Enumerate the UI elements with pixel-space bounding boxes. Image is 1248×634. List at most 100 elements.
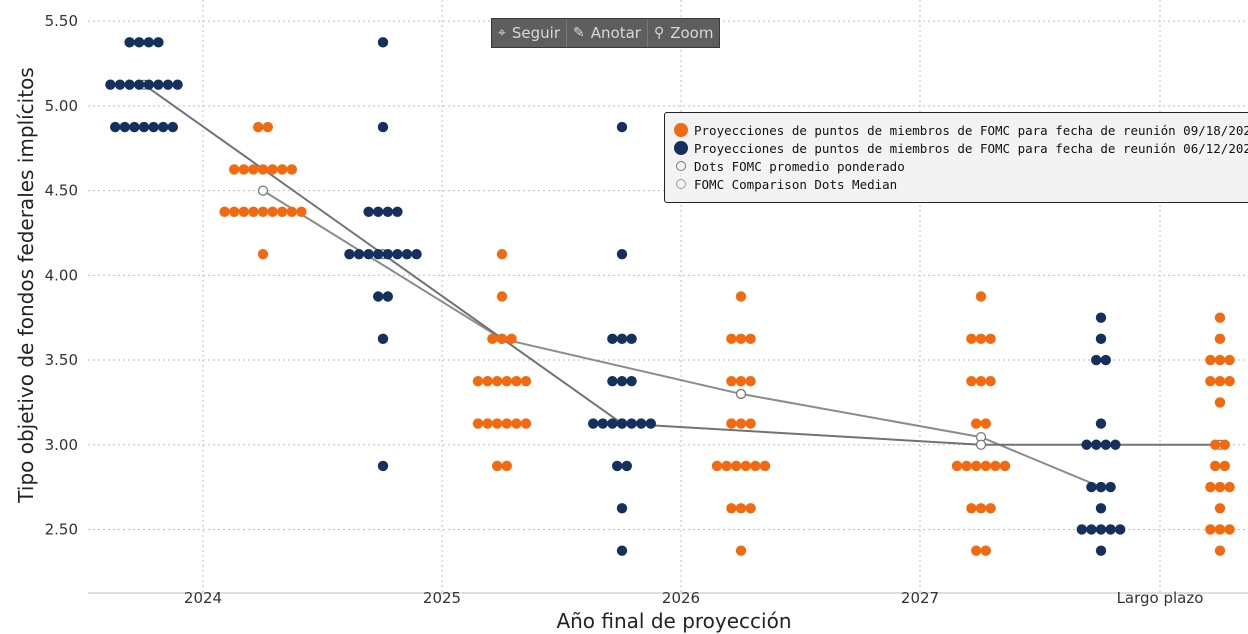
follow-label: Seguir xyxy=(511,24,561,42)
sep-dot xyxy=(1214,376,1226,387)
sep-dot xyxy=(745,503,756,514)
sep-dot xyxy=(472,418,484,429)
sep-dot xyxy=(975,376,987,387)
annotate-label: Anotar xyxy=(590,24,641,42)
jun-dot xyxy=(373,206,384,217)
sep-dot xyxy=(985,333,996,345)
sep-dot xyxy=(971,418,982,429)
jun-dot xyxy=(636,418,647,429)
sep-dot xyxy=(277,164,288,175)
sep-dot xyxy=(745,376,756,387)
zoom-button[interactable]: ⚲ Zoom xyxy=(648,19,720,47)
sep-dot xyxy=(1214,397,1226,408)
sep-dot xyxy=(482,376,493,387)
jun-dot xyxy=(612,460,623,472)
orange-dot-icon xyxy=(674,123,688,137)
follow-button[interactable]: ⌖ Seguir xyxy=(492,19,568,47)
sep-dot xyxy=(496,248,508,260)
sep-dot xyxy=(735,291,747,302)
sep-dot xyxy=(257,206,269,217)
sep-dot xyxy=(1205,376,1216,387)
sep-dot xyxy=(726,503,737,514)
sep-dot xyxy=(971,545,982,556)
jun-dot xyxy=(143,79,154,90)
jun-dot xyxy=(607,376,618,387)
sep-dot xyxy=(990,460,1001,472)
jun-dot xyxy=(616,376,628,387)
y-tick-label: 4.00 xyxy=(45,266,78,284)
y-tick-label: 4.50 xyxy=(45,182,78,200)
sep-dot xyxy=(985,376,996,387)
jun-dot xyxy=(1095,503,1107,514)
sep-dot xyxy=(975,333,987,345)
sep-dot xyxy=(735,503,747,514)
sep-dot xyxy=(520,376,532,387)
sep-dot xyxy=(257,248,269,260)
x-axis-title: Año final de proyección xyxy=(556,609,791,633)
legend-item-sep[interactable]: Proyecciones de puntos de miembros de FO… xyxy=(674,121,1248,139)
legend-item-median[interactable]: FOMC Comparison Dots Median xyxy=(674,175,1248,193)
legend-item-weighted-avg[interactable]: Dots FOMC promedio ponderado xyxy=(674,157,1248,175)
sep-dot xyxy=(1214,481,1226,493)
sep-dot xyxy=(1224,376,1235,387)
jun-dot xyxy=(377,333,389,345)
magnifier-icon: ⚲ xyxy=(653,25,665,41)
jun-dot xyxy=(401,248,413,260)
sep-dot xyxy=(980,418,991,429)
jun-dot xyxy=(363,248,374,260)
jun-dot xyxy=(1091,354,1102,366)
jun-dot xyxy=(114,79,126,90)
sep-dot xyxy=(735,418,747,429)
sep-dot xyxy=(951,460,963,472)
jun-dot xyxy=(616,503,628,514)
y-axis-title: Tipo objetivo de fondos federales implíc… xyxy=(14,67,38,503)
legend-item-jun[interactable]: Proyecciones de puntos de miembros de FO… xyxy=(674,139,1248,157)
sep-dot xyxy=(229,206,240,217)
sep-dot xyxy=(1219,460,1231,472)
jun-dot xyxy=(134,37,145,48)
sep-dot xyxy=(971,460,982,472)
jun-dot xyxy=(382,248,393,260)
jun-dot xyxy=(363,206,374,217)
sep-dot xyxy=(735,333,747,345)
legend-label: FOMC Comparison Dots Median xyxy=(694,176,898,192)
annotate-button[interactable]: ✎ Anotar xyxy=(567,19,648,47)
y-tick-label: 5.00 xyxy=(45,97,78,115)
jun-dot xyxy=(143,37,154,48)
dot-marks xyxy=(105,37,1235,556)
jun-dot xyxy=(162,79,174,90)
jun-dot xyxy=(597,418,608,429)
sep-dot xyxy=(961,460,972,472)
sep-dot xyxy=(999,460,1011,472)
sep-dot xyxy=(726,333,737,345)
sep-dot xyxy=(248,164,259,175)
sep-dot xyxy=(1205,524,1216,535)
sep-dot xyxy=(501,376,512,387)
sep-dot xyxy=(975,503,987,514)
jun-dot xyxy=(124,79,135,90)
legend-label: Dots FOMC promedio ponderado xyxy=(694,158,905,174)
median-marker xyxy=(975,439,987,450)
jun-dot xyxy=(616,121,628,133)
jun-dot xyxy=(373,291,384,302)
sep-dot xyxy=(726,376,737,387)
jun-dot xyxy=(1095,545,1107,556)
jun-dot xyxy=(1095,333,1107,345)
jun-dot xyxy=(344,248,355,260)
sep-dot xyxy=(267,206,278,217)
jun-dot xyxy=(1086,481,1097,493)
jun-dot xyxy=(1110,439,1121,450)
jun-dot xyxy=(1115,524,1126,535)
jun-dot xyxy=(148,121,159,133)
sep-dot xyxy=(745,418,756,429)
sep-dot xyxy=(257,164,269,175)
x-tick-label: 2025 xyxy=(423,589,461,607)
sep-dot xyxy=(492,418,503,429)
jun-dot xyxy=(353,248,365,260)
jun-dot xyxy=(1100,439,1112,450)
sep-dot xyxy=(1214,354,1226,366)
jun-dot xyxy=(153,37,164,48)
jun-dot xyxy=(105,79,116,90)
sep-dot xyxy=(735,545,747,556)
sep-dot xyxy=(759,460,771,472)
